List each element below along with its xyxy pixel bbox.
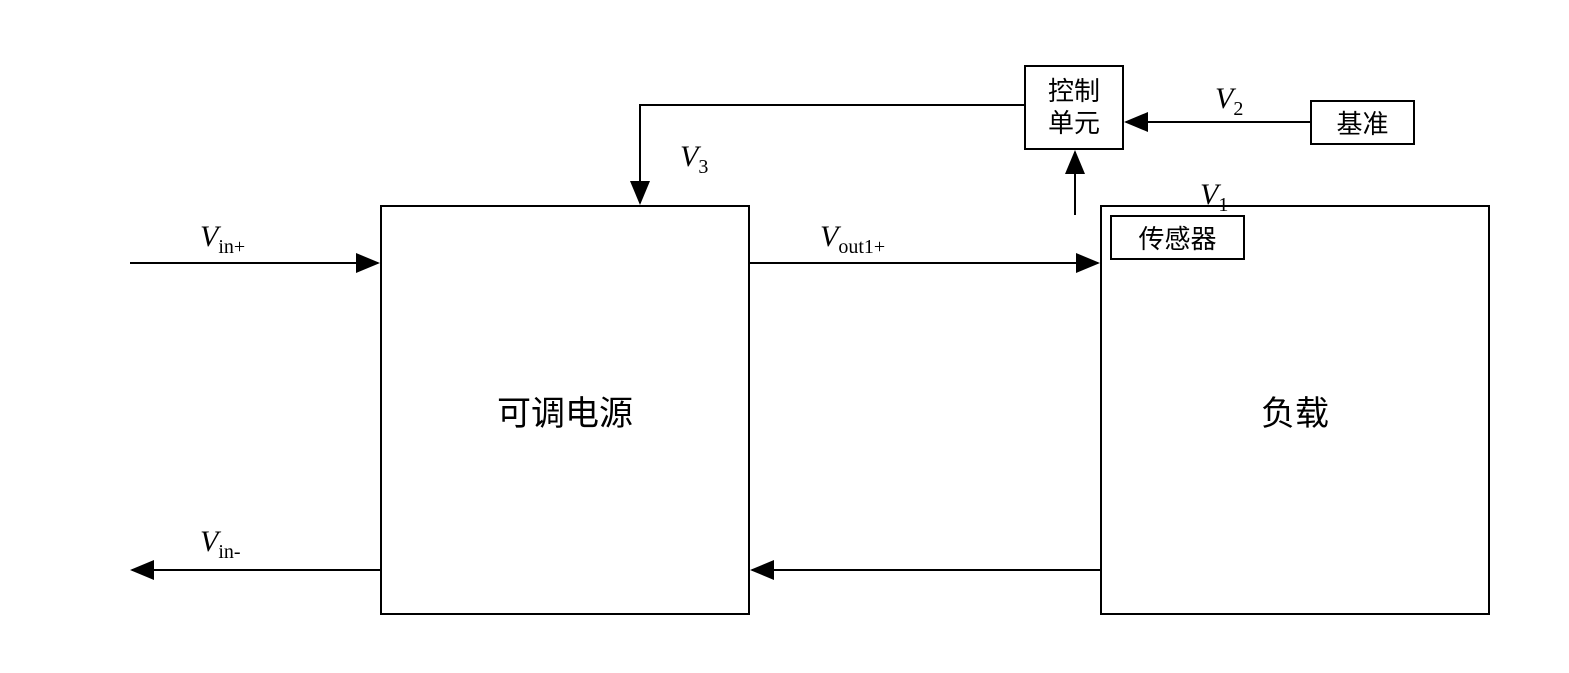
label-v1: V1 bbox=[1200, 178, 1228, 217]
block-reference: 基准 bbox=[1310, 100, 1415, 145]
block-power-supply: 可调电源 bbox=[380, 205, 750, 615]
label-v2: V2 bbox=[1215, 82, 1243, 121]
block-load-label: 负载 bbox=[1261, 386, 1329, 435]
block-load: 负载 bbox=[1100, 205, 1490, 615]
block-sensor: 传感器 bbox=[1110, 215, 1245, 260]
block-sensor-label: 传感器 bbox=[1138, 219, 1216, 256]
block-control-unit-label: 控制 单元 bbox=[1048, 76, 1100, 138]
label-vout1-plus: Vout1+ bbox=[820, 220, 885, 259]
label-vin-plus: Vin+ bbox=[200, 220, 245, 259]
block-control-unit: 控制 单元 bbox=[1024, 65, 1124, 150]
block-power-supply-label: 可调电源 bbox=[497, 386, 633, 435]
block-reference-label: 基准 bbox=[1336, 104, 1388, 141]
label-vin-minus: Vin- bbox=[200, 525, 241, 564]
label-v3: V3 bbox=[680, 140, 708, 179]
